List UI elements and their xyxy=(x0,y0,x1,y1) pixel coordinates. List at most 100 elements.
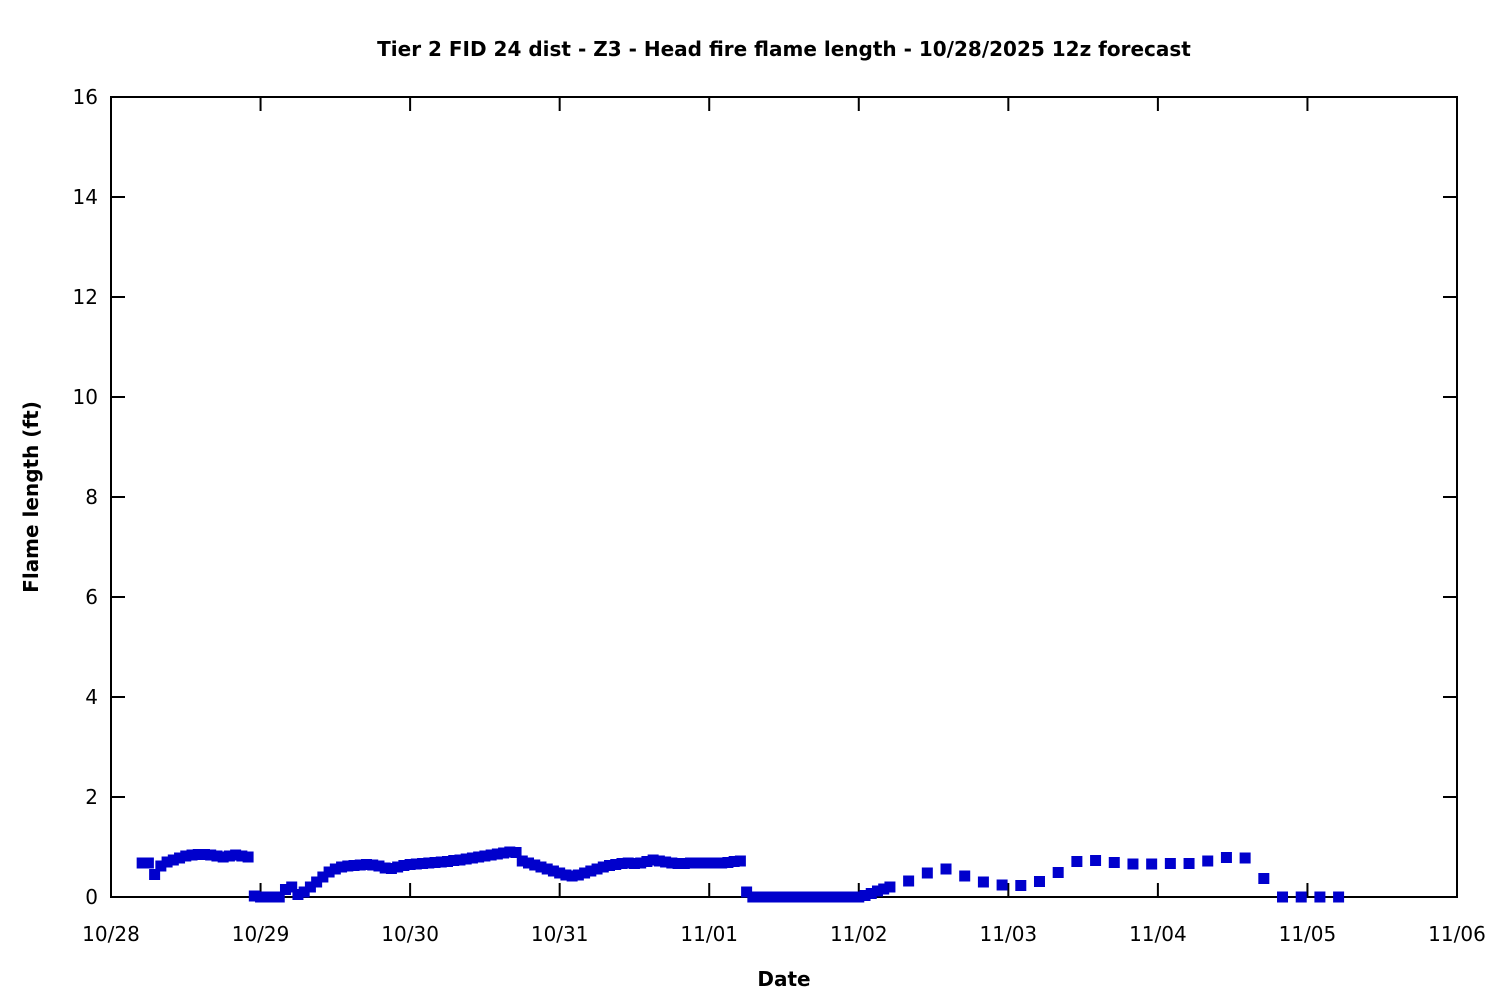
data-point xyxy=(703,857,715,869)
data-point xyxy=(566,870,578,882)
data-point xyxy=(1146,858,1158,870)
axes-layer xyxy=(110,96,1458,898)
x-tick-label: 11/03 xyxy=(980,922,1038,946)
data-point xyxy=(1052,867,1064,878)
data-point xyxy=(871,885,883,897)
y-tick-label: 16 xyxy=(73,85,98,109)
data-point xyxy=(242,851,254,863)
data-point xyxy=(510,847,522,858)
data-point xyxy=(1183,858,1195,869)
data-point xyxy=(442,856,453,867)
x-tick-label: 10/29 xyxy=(232,922,290,946)
data-point xyxy=(466,852,478,864)
data-point xyxy=(803,891,815,903)
data-point xyxy=(423,857,435,869)
y-tick-label: 12 xyxy=(73,285,98,309)
data-point xyxy=(635,857,647,869)
data-point xyxy=(261,891,273,903)
data-point xyxy=(722,857,734,868)
data-point xyxy=(273,891,285,903)
y-tick-label: 4 xyxy=(85,685,98,709)
data-point xyxy=(1090,855,1102,866)
data-point xyxy=(921,867,933,879)
data-point xyxy=(298,886,310,898)
plot-border xyxy=(110,96,1458,898)
data-point xyxy=(373,860,385,872)
data-point xyxy=(678,858,690,869)
data-point xyxy=(255,891,267,903)
data-point xyxy=(198,849,210,860)
data-point xyxy=(1127,858,1139,870)
data-point xyxy=(336,861,348,873)
data-point xyxy=(174,852,186,864)
data-point xyxy=(217,851,229,863)
data-point xyxy=(398,860,410,871)
data-point xyxy=(996,879,1008,891)
data-point xyxy=(884,881,896,893)
chart-title: Tier 2 FID 24 dist - Z3 - Head fire flam… xyxy=(377,37,1191,61)
data-point xyxy=(491,848,503,860)
y-tick-label: 10 xyxy=(73,385,98,409)
data-point xyxy=(180,850,192,862)
data-point xyxy=(672,858,684,869)
data-point xyxy=(1015,880,1027,891)
data-point xyxy=(292,889,304,900)
data-point xyxy=(772,891,784,903)
data-point xyxy=(248,890,260,902)
data-point xyxy=(504,846,516,858)
data-point xyxy=(1277,891,1289,903)
data-point xyxy=(741,886,753,898)
data-point xyxy=(797,891,809,903)
data-point xyxy=(186,849,198,861)
data-point xyxy=(286,881,298,893)
data-point xyxy=(535,861,547,873)
data-point xyxy=(778,891,790,903)
data-point xyxy=(541,863,553,875)
data-point xyxy=(697,857,709,869)
data-point xyxy=(977,876,989,888)
data-point xyxy=(572,869,584,881)
data-point xyxy=(367,859,379,871)
data-point xyxy=(840,891,852,903)
x-tick-label: 10/30 xyxy=(381,922,439,946)
data-point xyxy=(591,863,603,875)
x-tick-label: 11/05 xyxy=(1279,922,1337,946)
data-point xyxy=(859,890,871,901)
data-point xyxy=(579,867,591,879)
data-point xyxy=(1033,876,1045,887)
x-axis-label: Date xyxy=(757,967,810,991)
data-point xyxy=(211,850,223,862)
data-point xyxy=(547,865,559,877)
data-point xyxy=(230,849,242,861)
data-point xyxy=(1314,891,1326,903)
data-point xyxy=(354,859,366,871)
data-point xyxy=(554,867,566,879)
data-point xyxy=(653,855,665,867)
data-point xyxy=(161,856,173,868)
data-point xyxy=(454,854,466,866)
data-point xyxy=(329,863,341,875)
data-point xyxy=(822,891,834,903)
data-point xyxy=(709,857,721,869)
data-point xyxy=(360,859,372,870)
data-point xyxy=(585,865,597,877)
x-tick-label: 10/28 xyxy=(82,922,140,946)
data-point xyxy=(597,861,609,873)
data-point xyxy=(1108,857,1120,868)
data-point xyxy=(236,850,248,862)
tick-label-layer: 10/28 10/29 10/30 10/31 11/01 11/02 11/03 11/04… xyxy=(73,85,1486,946)
data-point xyxy=(834,891,846,903)
data-point xyxy=(716,857,728,869)
data-point xyxy=(529,859,541,871)
data-point xyxy=(448,855,460,866)
data-point xyxy=(435,856,447,868)
data-point xyxy=(304,881,316,893)
data-point xyxy=(734,855,746,867)
data-point xyxy=(809,891,821,903)
data-point xyxy=(267,891,279,903)
y-tick-label: 2 xyxy=(85,785,98,809)
data-point xyxy=(279,884,291,895)
data-point xyxy=(853,891,865,903)
x-tick-label: 11/01 xyxy=(680,922,738,946)
data-point xyxy=(1202,855,1214,867)
